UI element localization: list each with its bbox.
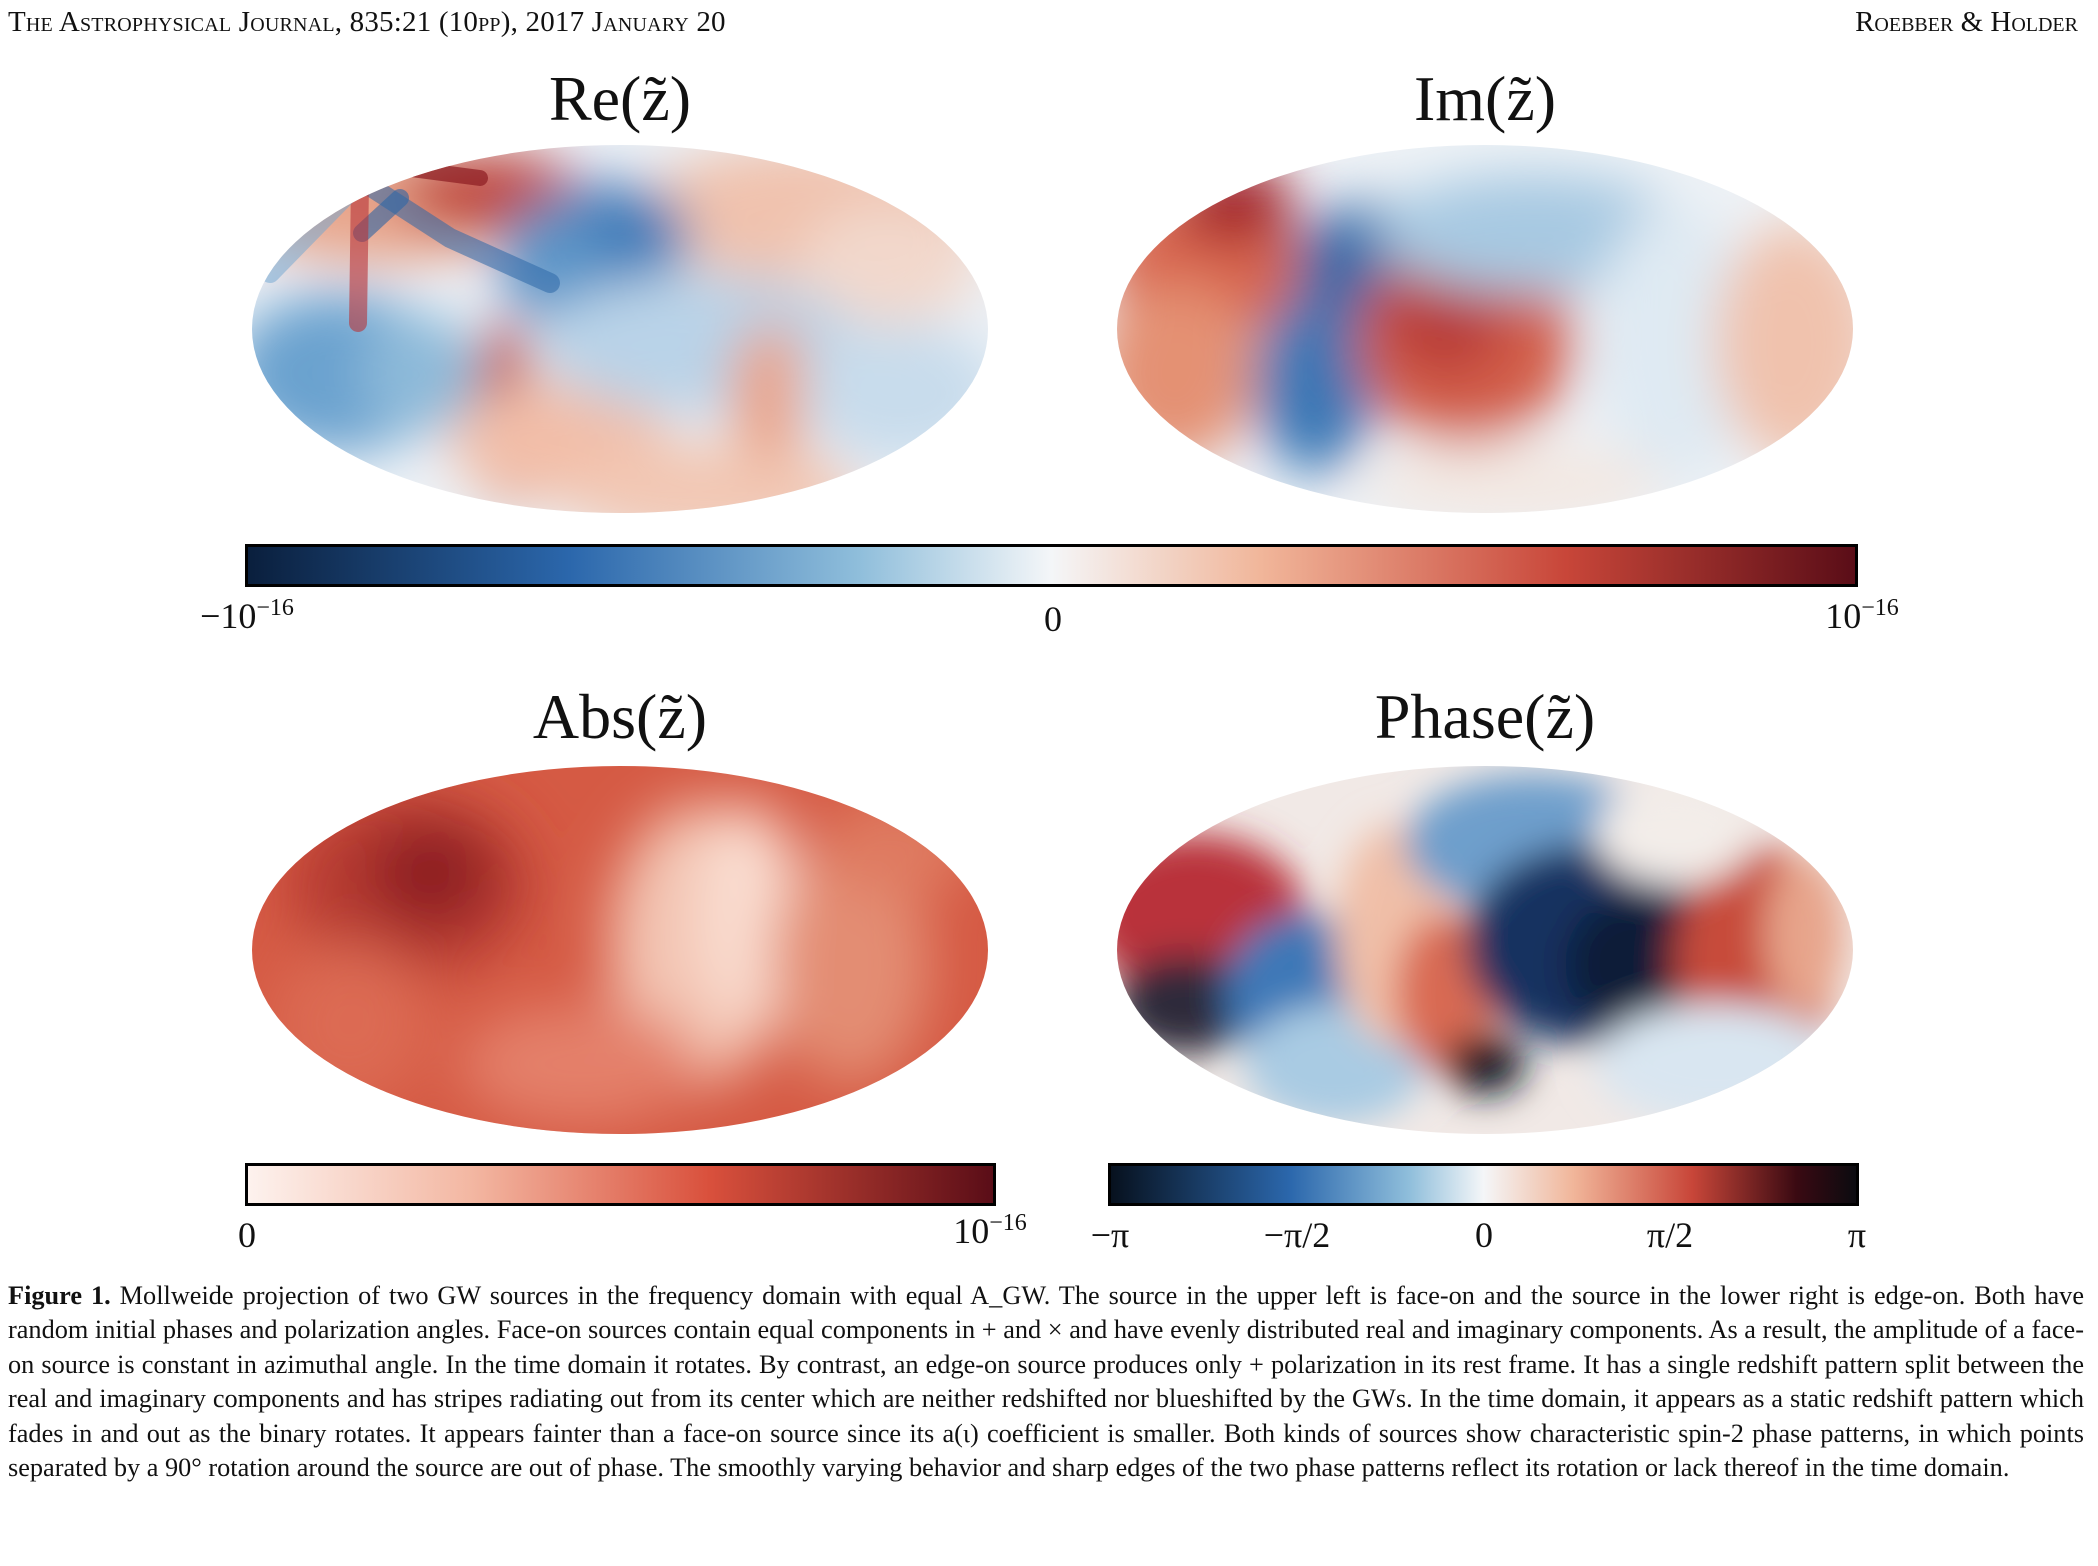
re-mollweide-map <box>252 145 988 513</box>
top-colorbar-min-tick: −10−16 <box>200 595 294 636</box>
caption-text: Mollweide projection of two GW sources i… <box>8 1281 2084 1483</box>
phase-panel-title: Phase(z̃) <box>1374 681 1596 752</box>
figure-label: Figure 1. <box>8 1281 111 1310</box>
phase-colorbar <box>1108 1163 1859 1206</box>
im-mollweide-map <box>1117 145 1853 513</box>
authors-header: Roebber & Holder <box>1855 6 2078 38</box>
phase-tick-pi: π <box>1847 1215 1867 1255</box>
abs-colorbar <box>245 1163 996 1206</box>
abs-colorbar-max-tick: 10−16 <box>953 1210 1027 1251</box>
figure-caption: Figure 1. Mollweide projection of two GW… <box>8 1279 2084 1485</box>
top-colorbar <box>245 544 1858 587</box>
top-colorbar-mid-tick: 0 <box>1044 599 1062 639</box>
phase-tick-half-pi: π/2 <box>1646 1215 1694 1255</box>
abs-panel-title: Abs(z̃) <box>532 681 708 752</box>
abs-colorbar-min-tick: 0 <box>238 1215 256 1255</box>
phase-mollweide-map <box>1117 766 1853 1134</box>
re-panel-title: Re(z̃) <box>548 63 692 134</box>
phase-tick-zero: 0 <box>1475 1215 1493 1255</box>
journal-header: The Astrophysical Journal, 835:21 (10pp)… <box>8 6 726 38</box>
top-colorbar-max-tick: 10−16 <box>1825 595 1899 636</box>
im-panel-title: Im(z̃) <box>1413 63 1557 134</box>
phase-tick-neg-pi: −π <box>1090 1215 1130 1255</box>
phase-tick-neg-half-pi: −π/2 <box>1263 1215 1331 1255</box>
abs-mollweide-map <box>252 766 988 1134</box>
